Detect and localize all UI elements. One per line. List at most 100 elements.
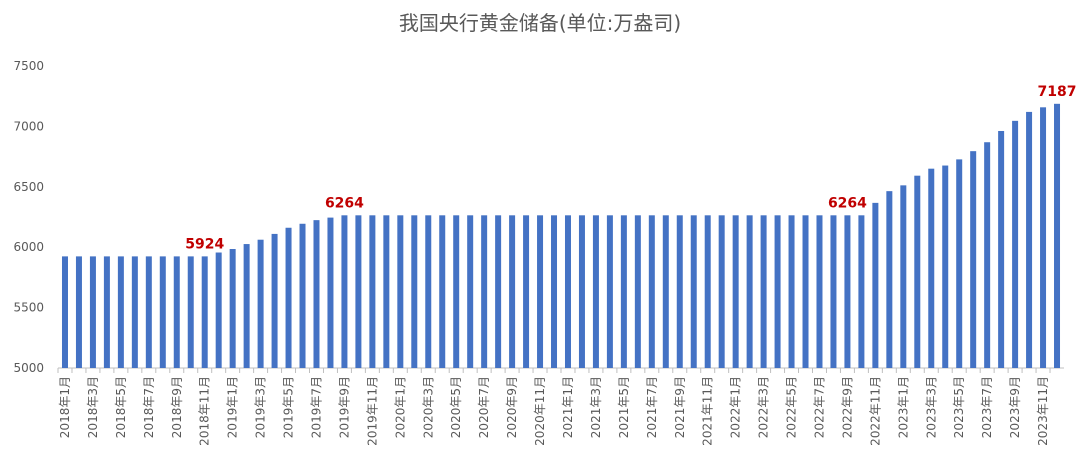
x-tick-label: 2018年11月 bbox=[198, 376, 212, 446]
bar bbox=[103, 256, 110, 368]
bar bbox=[215, 252, 222, 368]
bar bbox=[802, 215, 809, 368]
bar bbox=[425, 215, 432, 368]
bar bbox=[243, 244, 250, 368]
x-tick-label: 2020年7月 bbox=[477, 376, 491, 438]
x-tick-label: 2019年3月 bbox=[254, 376, 268, 438]
x-tick-label: 2023年9月 bbox=[1008, 376, 1022, 438]
x-tick-label: 2023年11月 bbox=[1036, 376, 1050, 446]
bar bbox=[662, 215, 669, 368]
x-tick-label: 2022年5月 bbox=[785, 376, 799, 438]
x-tick-label: 2020年11月 bbox=[533, 376, 547, 446]
bar bbox=[886, 191, 893, 368]
bar bbox=[970, 151, 977, 368]
bar bbox=[648, 215, 655, 368]
bar bbox=[341, 215, 348, 368]
bar bbox=[704, 215, 711, 368]
x-tick-label: 2022年3月 bbox=[757, 376, 771, 438]
bar bbox=[523, 215, 530, 368]
bar bbox=[467, 215, 474, 368]
x-tick-label: 2021年11月 bbox=[701, 376, 715, 446]
bar bbox=[411, 215, 418, 368]
x-tick-label: 2018年3月 bbox=[86, 376, 100, 438]
bar bbox=[998, 130, 1005, 368]
bar bbox=[313, 220, 320, 368]
bar bbox=[592, 215, 599, 368]
value-label: 6264 bbox=[828, 195, 867, 211]
bar bbox=[872, 202, 879, 368]
bar bbox=[117, 256, 124, 368]
x-tick-label: 2020年3月 bbox=[421, 376, 435, 438]
bar bbox=[383, 215, 390, 368]
bar bbox=[984, 142, 991, 368]
y-tick-label: 7500 bbox=[13, 59, 44, 73]
bar bbox=[327, 217, 334, 368]
bar bbox=[606, 215, 613, 368]
bar bbox=[509, 215, 516, 368]
bar bbox=[942, 165, 949, 368]
bar bbox=[564, 215, 571, 368]
bar bbox=[299, 223, 306, 368]
x-tick-label: 2022年1月 bbox=[729, 376, 743, 438]
bar bbox=[495, 215, 502, 368]
bar bbox=[173, 256, 180, 368]
bar bbox=[439, 215, 446, 368]
value-label: 5924 bbox=[185, 236, 224, 252]
x-tick-label: 2022年7月 bbox=[812, 376, 826, 438]
x-tick-label: 2023年7月 bbox=[980, 376, 994, 438]
bar bbox=[634, 215, 641, 368]
bar bbox=[369, 215, 376, 368]
value-label: 6264 bbox=[325, 195, 364, 211]
y-tick-label: 5500 bbox=[13, 301, 44, 315]
bar bbox=[1026, 111, 1033, 369]
bar bbox=[690, 215, 697, 368]
bar bbox=[914, 175, 921, 368]
x-tick-label: 2021年7月 bbox=[645, 376, 659, 438]
chart-title: 我国央行黄金储备(单位:万盎司) bbox=[399, 11, 681, 35]
bar bbox=[257, 239, 264, 368]
bar bbox=[89, 256, 96, 368]
bar bbox=[956, 159, 963, 368]
bar bbox=[774, 215, 781, 368]
bar bbox=[481, 215, 488, 368]
y-tick-label: 6000 bbox=[13, 240, 44, 254]
bar bbox=[830, 215, 837, 368]
x-tick-label: 2019年5月 bbox=[282, 376, 296, 438]
bar bbox=[858, 215, 865, 368]
bar bbox=[537, 215, 544, 368]
bar bbox=[159, 256, 166, 368]
bar bbox=[1054, 103, 1061, 369]
bar bbox=[718, 215, 725, 368]
x-tick-label: 2019年9月 bbox=[337, 376, 351, 438]
x-tick-label: 2022年9月 bbox=[840, 376, 854, 438]
bar bbox=[928, 168, 935, 368]
value-label: 7187 bbox=[1038, 84, 1077, 100]
bar bbox=[551, 215, 558, 368]
bar bbox=[816, 215, 823, 368]
x-tick-label: 2020年1月 bbox=[393, 376, 407, 438]
x-tick-label: 2020年9月 bbox=[505, 376, 519, 438]
x-tick-label: 2021年5月 bbox=[617, 376, 631, 438]
x-tick-label: 2020年5月 bbox=[449, 376, 463, 438]
x-tick-label: 2019年1月 bbox=[226, 376, 240, 438]
x-tick-label: 2023年3月 bbox=[924, 376, 938, 438]
bar bbox=[620, 215, 627, 368]
bar bbox=[844, 215, 851, 368]
y-tick-label: 7000 bbox=[13, 119, 44, 133]
bar bbox=[900, 185, 907, 368]
y-tick-label: 5000 bbox=[13, 361, 44, 375]
y-tick-label: 6500 bbox=[13, 180, 44, 194]
bar bbox=[578, 215, 585, 368]
bar bbox=[788, 215, 795, 368]
bar bbox=[285, 227, 292, 368]
x-tick-label: 2021年1月 bbox=[561, 376, 575, 438]
x-tick-label: 2023年1月 bbox=[896, 376, 910, 438]
bar bbox=[760, 215, 767, 368]
x-tick-label: 2018年5月 bbox=[114, 376, 128, 438]
bar bbox=[201, 256, 208, 368]
bar bbox=[61, 256, 68, 368]
bar bbox=[676, 215, 683, 368]
x-tick-label: 2023年5月 bbox=[952, 376, 966, 438]
bar bbox=[131, 256, 138, 368]
